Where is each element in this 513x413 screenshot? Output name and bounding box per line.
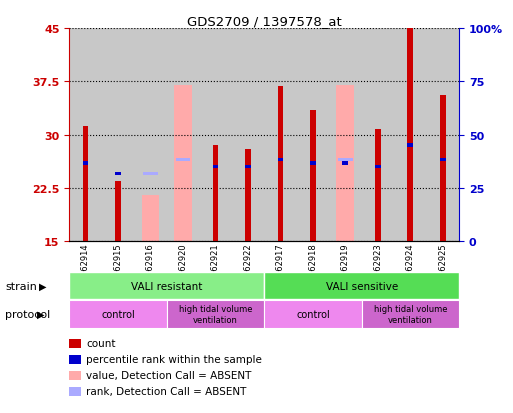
- Bar: [69, 300, 167, 328]
- Bar: [232, 29, 264, 242]
- Text: high tidal volume
ventilation: high tidal volume ventilation: [373, 305, 447, 324]
- Bar: [83, 127, 88, 242]
- Bar: [278, 87, 283, 242]
- Text: ▶: ▶: [38, 281, 46, 291]
- Text: value, Detection Call = ABSENT: value, Detection Call = ABSENT: [86, 370, 251, 380]
- Bar: [142, 195, 160, 242]
- Bar: [212, 145, 219, 242]
- Bar: [212, 165, 219, 169]
- Bar: [329, 29, 362, 242]
- Bar: [264, 273, 459, 299]
- Bar: [264, 29, 297, 242]
- Bar: [245, 150, 251, 242]
- Text: high tidal volume
ventilation: high tidal volume ventilation: [179, 305, 252, 324]
- Bar: [69, 273, 264, 299]
- Bar: [167, 29, 199, 242]
- Text: percentile rank within the sample: percentile rank within the sample: [86, 354, 262, 364]
- Text: count: count: [86, 339, 116, 349]
- Bar: [278, 158, 283, 162]
- Bar: [440, 158, 446, 162]
- Bar: [115, 181, 121, 242]
- Bar: [337, 85, 354, 242]
- Bar: [143, 173, 158, 176]
- Bar: [407, 29, 413, 242]
- Bar: [245, 165, 251, 169]
- Text: VALI resistant: VALI resistant: [131, 281, 203, 291]
- Text: rank, Detection Call = ABSENT: rank, Detection Call = ABSENT: [86, 386, 247, 396]
- Bar: [175, 158, 190, 162]
- Text: control: control: [101, 309, 135, 319]
- Title: GDS2709 / 1397578_at: GDS2709 / 1397578_at: [187, 15, 342, 28]
- Text: strain: strain: [5, 281, 37, 291]
- Bar: [167, 300, 264, 328]
- Bar: [362, 29, 394, 242]
- Bar: [83, 162, 88, 165]
- Bar: [375, 165, 381, 169]
- Bar: [440, 96, 446, 242]
- Bar: [174, 85, 192, 242]
- Text: ▶: ▶: [37, 309, 45, 319]
- Bar: [102, 29, 134, 242]
- Text: protocol: protocol: [5, 309, 50, 319]
- Text: control: control: [296, 309, 330, 319]
- Bar: [115, 173, 121, 176]
- Bar: [362, 300, 459, 328]
- Bar: [264, 300, 362, 328]
- Bar: [310, 162, 316, 165]
- Bar: [310, 110, 316, 242]
- Text: VALI sensitive: VALI sensitive: [326, 281, 398, 291]
- Bar: [134, 29, 167, 242]
- Bar: [394, 29, 427, 242]
- Bar: [407, 144, 413, 148]
- Bar: [375, 130, 381, 242]
- Bar: [297, 29, 329, 242]
- Bar: [338, 158, 353, 162]
- Bar: [69, 29, 102, 242]
- Bar: [199, 29, 232, 242]
- Bar: [427, 29, 459, 242]
- Bar: [343, 162, 348, 165]
